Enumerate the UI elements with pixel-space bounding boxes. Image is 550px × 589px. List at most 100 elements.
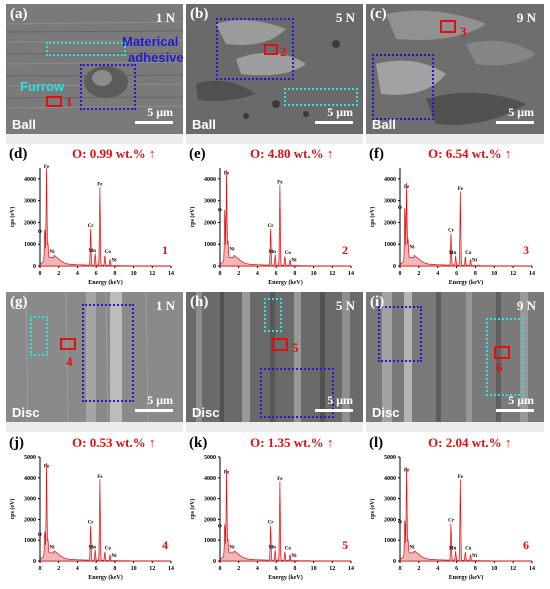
x-tick-label: 8 (113, 271, 116, 277)
panel-letter: (a) (10, 6, 28, 22)
spot-number: 3 (523, 243, 529, 257)
scale-text: 5 μm (327, 105, 353, 119)
y-tick-label: 4000 (384, 177, 396, 183)
y-tick-label: 2000 (384, 517, 396, 523)
peak-label: Ni (229, 248, 235, 253)
surface-label: Disc (192, 405, 220, 420)
x-tick-label: 0 (39, 271, 42, 277)
adhesive-box (82, 304, 134, 402)
x-axis-label: Energy (keV) (268, 279, 303, 286)
eds-panel-e: (e) O: 4.80 wt.% ↑ 0 2 4 6 8 10 12 14 0 1000 2000 3… (186, 146, 363, 288)
sem-info-bar (366, 134, 544, 144)
spot-marker-6: 6 (496, 360, 503, 375)
x-axis-label: Energy (keV) (449, 574, 484, 581)
adhesive-box (260, 368, 334, 418)
sem-info-bar (186, 134, 363, 144)
peak-label: O (38, 230, 42, 235)
eds-panel-d: (d) O: 0.99 wt.% ↑ 0 2 4 6 8 10 12 14 0 1000 2000 3… (6, 146, 183, 288)
x-tick-label: 2 (237, 271, 240, 277)
y-tick-label: 4000 (24, 476, 36, 482)
y-tick-label: 4000 (204, 476, 216, 482)
peak-label: Ni (410, 245, 416, 250)
eds-panel-k: (k) O: 1.35 wt.% ↑ 0 2 4 6 8 10 12 14 0 1000 2000 3… (186, 435, 363, 585)
sem-panel-g: 4 (g) 1 N Disc 5 μm (6, 292, 183, 432)
sem-panel-b: 2 (b) 5 N Ball 5 μm (186, 4, 363, 144)
panel-letter: (f) (369, 146, 384, 162)
eds-spectrum-f: 0 2 4 6 8 10 12 14 0 1000 2000 3000 4000 Energy (keV)… (369, 168, 535, 286)
peak-label: Mn (88, 249, 96, 254)
x-tick-label: 4 (436, 271, 439, 277)
y-tick-label: 5000 (384, 455, 396, 461)
spot-box-5 (272, 338, 288, 351)
eds-spectrum-e: 0 2 4 6 8 10 12 14 0 1000 2000 3000 4000 Energy (keV)… (189, 168, 354, 286)
sem-info-bar (186, 422, 363, 432)
peak-label: Co (285, 547, 292, 552)
x-axis-label: Energy (keV) (88, 279, 123, 286)
eds-panel-f: (f) O: 6.54 wt.% ↑ 0 2 4 6 8 10 12 14 0 1000 2000 3… (366, 146, 544, 288)
x-tick-label: 12 (510, 271, 516, 277)
load-label: 5 N (335, 298, 355, 313)
spot-box-3 (440, 20, 456, 33)
sem-image-b (186, 4, 363, 144)
peak-label: Cr (448, 228, 455, 233)
x-tick-label: 4 (76, 271, 79, 277)
y-tick-label: 3000 (384, 199, 396, 205)
x-tick-label: 6 (455, 566, 458, 572)
oxygen-content: O: 2.04 wt.% ↑ (428, 435, 512, 450)
y-tick-label: 3000 (24, 497, 36, 503)
x-tick-label: 8 (474, 566, 477, 572)
y-tick-label: 0 (33, 559, 36, 565)
oxygen-content: O: 0.99 wt.% ↑ (72, 146, 156, 161)
x-tick-label: 2 (417, 271, 420, 277)
oxygen-content: O: 6.54 wt.% ↑ (428, 146, 512, 161)
load-label: 9 N (516, 298, 536, 313)
peak-label: Mn (268, 546, 276, 551)
x-tick-label: 12 (510, 566, 516, 572)
peak-label: Fe (44, 464, 50, 469)
spot-marker-3: 3 (460, 24, 467, 39)
adhesive-box (80, 64, 136, 110)
y-tick-label: 5000 (24, 455, 36, 461)
x-tick-label: 14 (168, 566, 174, 572)
x-tick-label: 10 (131, 566, 137, 572)
peak-label: Ni (229, 545, 235, 550)
panel-letter: (e) (189, 146, 206, 162)
peak-label: O (38, 533, 42, 538)
adhesive-box (216, 18, 294, 80)
y-tick-label: 1000 (384, 242, 396, 248)
x-tick-label: 4 (436, 566, 439, 572)
annotation-adhesive: adhesive (128, 50, 183, 65)
peak-label: Mn (88, 546, 96, 551)
x-tick-label: 10 (491, 566, 497, 572)
spot-number: 2 (342, 243, 348, 257)
spectrum-area (400, 182, 533, 267)
y-tick-label: 2000 (204, 220, 216, 226)
spectrum-area (220, 169, 352, 267)
x-tick-label: 2 (57, 271, 60, 277)
peak-label: Cr (268, 521, 275, 526)
y-tick-label: 3000 (384, 497, 396, 503)
x-tick-label: 6 (455, 271, 458, 277)
peak-label: Ni (472, 258, 478, 263)
scale-text: 5 μm (508, 393, 534, 407)
furrow-box (46, 42, 126, 56)
x-tick-label: 4 (256, 566, 259, 572)
spot-box-6 (494, 346, 510, 359)
peak-label: Ni (49, 250, 55, 255)
scale-text: 5 μm (327, 393, 353, 407)
peak-label: Mn (268, 250, 276, 255)
spot-marker-1: 1 (66, 94, 73, 109)
furrow-box (486, 318, 524, 396)
peak-label: Fe (97, 183, 103, 188)
spot-number: 5 (342, 538, 348, 552)
surface-label: Ball (192, 117, 216, 132)
x-tick-label: 2 (57, 566, 60, 572)
x-tick-label: 0 (219, 271, 222, 277)
y-tick-label: 1000 (24, 538, 36, 544)
sem-info-bar (6, 134, 183, 144)
eds-panel-l: (l) O: 2.04 wt.% ↑ 0 2 4 6 8 10 12 14 0 1000 2000 3… (366, 435, 544, 585)
spectrum-area (220, 469, 352, 562)
furrow-box (284, 88, 358, 106)
x-axis-label: Energy (keV) (449, 279, 484, 286)
peak-label: Fe (458, 187, 464, 192)
